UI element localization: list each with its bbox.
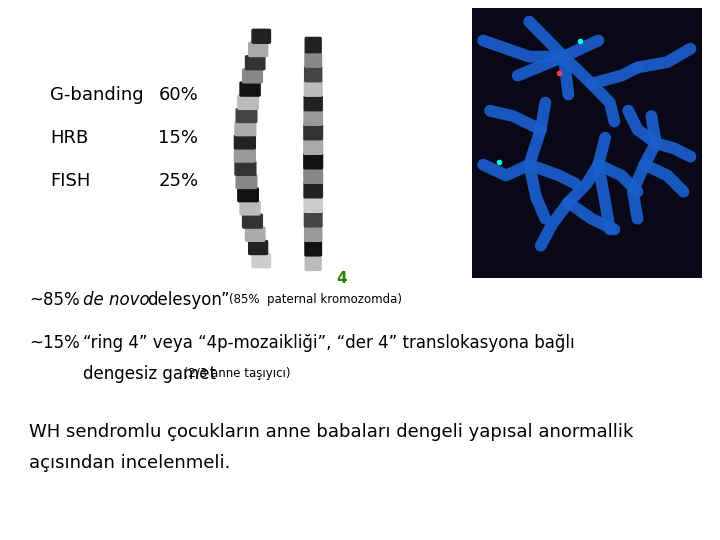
FancyBboxPatch shape (237, 187, 259, 202)
FancyBboxPatch shape (305, 240, 322, 256)
FancyBboxPatch shape (304, 66, 323, 83)
FancyBboxPatch shape (234, 147, 256, 163)
FancyBboxPatch shape (305, 254, 322, 271)
FancyBboxPatch shape (242, 68, 263, 84)
Text: 25%: 25% (158, 172, 199, 190)
FancyBboxPatch shape (234, 160, 256, 176)
Text: dengesiz gamet: dengesiz gamet (83, 364, 216, 383)
FancyBboxPatch shape (303, 109, 323, 126)
FancyBboxPatch shape (303, 138, 323, 155)
Text: delesyon”: delesyon” (148, 291, 230, 309)
Text: 4: 4 (337, 271, 347, 286)
FancyBboxPatch shape (303, 182, 323, 199)
FancyBboxPatch shape (234, 121, 256, 137)
FancyBboxPatch shape (234, 134, 256, 150)
FancyBboxPatch shape (303, 95, 323, 111)
FancyBboxPatch shape (304, 211, 323, 227)
FancyBboxPatch shape (304, 80, 323, 97)
FancyBboxPatch shape (304, 225, 323, 242)
FancyBboxPatch shape (237, 94, 259, 110)
FancyBboxPatch shape (303, 124, 323, 140)
Text: “ring 4” veya “4p-mozaikliği”, “der 4” translokasyona bağlı: “ring 4” veya “4p-mozaikliği”, “der 4” t… (83, 334, 575, 352)
FancyBboxPatch shape (303, 167, 323, 184)
FancyBboxPatch shape (248, 42, 269, 57)
FancyBboxPatch shape (239, 200, 261, 215)
Text: (2/3 anne taşıyıcı): (2/3 anne taşıyıcı) (180, 367, 290, 380)
Text: ~85%: ~85% (29, 291, 79, 309)
Text: açısından incelenmeli.: açısından incelenmeli. (29, 454, 230, 472)
Text: G-banding: G-banding (50, 85, 144, 104)
FancyBboxPatch shape (251, 253, 271, 268)
FancyBboxPatch shape (305, 51, 322, 68)
FancyBboxPatch shape (248, 240, 269, 255)
FancyBboxPatch shape (235, 174, 258, 189)
FancyBboxPatch shape (235, 108, 258, 123)
FancyBboxPatch shape (251, 29, 271, 44)
Text: HRB: HRB (50, 129, 89, 147)
FancyBboxPatch shape (303, 153, 323, 170)
Text: FISH: FISH (50, 172, 91, 190)
Text: de novo: de novo (83, 291, 150, 309)
FancyBboxPatch shape (242, 213, 263, 229)
FancyBboxPatch shape (305, 37, 322, 53)
Text: (85%  paternal kromozomda): (85% paternal kromozomda) (229, 293, 402, 306)
Text: WH sendromlu çocukların anne babaları dengeli yapısal anormallik: WH sendromlu çocukların anne babaları de… (29, 423, 633, 441)
Text: ~15%: ~15% (29, 334, 79, 352)
Text: 15%: 15% (158, 129, 199, 147)
FancyBboxPatch shape (303, 197, 323, 213)
FancyBboxPatch shape (245, 227, 266, 242)
FancyBboxPatch shape (245, 55, 266, 70)
Text: 60%: 60% (158, 85, 198, 104)
FancyBboxPatch shape (239, 82, 261, 97)
Bar (472, 8, 702, 278)
